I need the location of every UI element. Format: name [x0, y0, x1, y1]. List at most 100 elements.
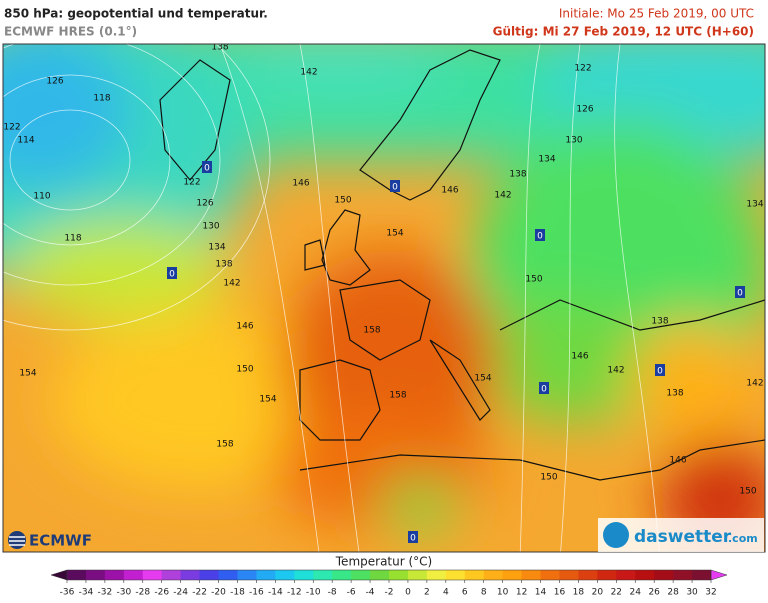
contour-label: 142 — [607, 366, 624, 376]
map: 138 142 122 126 118 126 122 114 130 134 138 122 146 1… — [3, 43, 765, 552]
colorbar-bin — [673, 570, 693, 580]
colorbar-bin — [654, 570, 674, 580]
pressure-marker: 0 — [392, 183, 398, 193]
colorbar-tick-label: -18 — [230, 588, 245, 598]
colorbar-tick-label: 8 — [481, 588, 487, 598]
ecmwf-logo: ECMWF — [8, 531, 92, 550]
colorbar-bin — [123, 570, 144, 580]
pressure-marker-box — [167, 267, 177, 279]
colorbar-tick-label: -36 — [60, 588, 75, 598]
pressure-marker-box — [535, 229, 545, 241]
colorbar-tick-label: -20 — [211, 588, 226, 598]
legend-title: Temperatur (°C) — [335, 555, 432, 569]
pressure-marker: 0 — [410, 534, 416, 544]
contour-label: 138 — [666, 389, 683, 399]
colorbar-bin — [559, 570, 579, 580]
colorbar-tick-label: -6 — [347, 588, 356, 598]
colorbar-tick-label: 6 — [462, 588, 468, 598]
colorbar-bin — [294, 570, 314, 580]
colorbar-tick-label: 14 — [535, 588, 547, 598]
colorbar: -36 -34 -32 -30 -28 -26 -24 -22 -20 -18 -16 -14 -12-… — [50, 569, 728, 598]
contour-label: 126 — [46, 77, 63, 87]
colorbar-tick-label: -2 — [385, 588, 394, 598]
colorbar-bin — [313, 570, 333, 580]
init-time: Initiale: Mo 25 Feb 2019, 00 UTC — [559, 7, 754, 21]
colorbar-bin — [351, 570, 371, 580]
colorbar-bin — [180, 570, 201, 580]
contour-label: 134 — [208, 243, 225, 253]
contour-label: 158 — [389, 391, 406, 401]
contour-label: 126 — [576, 105, 593, 115]
pressure-marker-box — [202, 161, 212, 173]
pressure-marker-box — [408, 531, 418, 543]
pressure-marker-box — [735, 286, 745, 298]
colorbar-bin — [483, 570, 504, 580]
colorbar-tick-label: 16 — [554, 588, 566, 598]
colorbar-bin — [616, 570, 636, 580]
colorbar-tick-label: -8 — [328, 588, 337, 598]
colorbar-tick-label: 32 — [705, 588, 716, 598]
colorbar-bin — [635, 570, 655, 580]
colorbar-bin — [464, 570, 485, 580]
colorbar-bin — [237, 570, 257, 580]
contour-label: 158 — [363, 326, 380, 336]
contour-label: 142 — [223, 279, 240, 289]
colorbar-tick-label: 22 — [611, 588, 622, 598]
title: 850 hPa: geopotential und temperatur. — [4, 7, 268, 21]
pressure-marker: 0 — [204, 164, 210, 174]
colorbar-tick-label: -16 — [249, 588, 264, 598]
contour-label: 130 — [565, 136, 582, 146]
colorbar-bin — [370, 570, 390, 580]
colorbar-bin — [275, 570, 295, 580]
pressure-marker: 0 — [169, 270, 175, 280]
contour-label: 150 — [525, 275, 542, 285]
pressure-marker-box — [390, 180, 400, 192]
contour-label: 154 — [19, 369, 36, 379]
valid-time: Gültig: Mi 27 Feb 2019, 12 UTC (H+60) — [493, 25, 754, 39]
colorbar-tick-label: 28 — [667, 588, 679, 598]
contour-label: 138 — [215, 260, 232, 270]
contour-label: 138 — [509, 170, 526, 180]
pressure-marker: 0 — [541, 385, 547, 395]
colorbar-tick-label: -22 — [192, 588, 207, 598]
colorbar-tick-label: -10 — [306, 588, 321, 598]
pressure-marker: 0 — [737, 289, 743, 299]
contour-label: 146 — [292, 179, 309, 189]
pressure-marker-box — [539, 382, 549, 394]
contour-label: 146 — [236, 322, 253, 332]
contour-label: 138 — [651, 317, 668, 327]
contour-label: 134 — [538, 155, 555, 165]
colorbar-bin — [67, 570, 87, 580]
pressure-marker: 0 — [657, 367, 663, 377]
contour-label: 138 — [211, 43, 228, 53]
colorbar-bin — [521, 570, 542, 580]
contour-label: 134 — [746, 200, 763, 210]
contour-label: 150 — [739, 487, 756, 497]
colorbar-tick-label: -24 — [173, 588, 188, 598]
contour-label: 130 — [202, 222, 219, 232]
colorbar-bin — [85, 570, 106, 580]
contour-label: 122 — [183, 178, 200, 188]
contour-label: 122 — [3, 123, 20, 133]
daswetter-logo: daswetter .com — [598, 518, 764, 552]
contour-label: 110 — [33, 192, 50, 202]
colorbar-tick-label: -12 — [287, 588, 302, 598]
colorbar-bin — [502, 570, 523, 580]
pressure-marker-box — [655, 364, 665, 376]
colorbar-bin — [218, 570, 238, 580]
contour-label: 154 — [259, 395, 276, 405]
contour-label: 154 — [474, 374, 491, 384]
colorbar-tick-label: -34 — [79, 588, 94, 598]
colorbar-bin — [597, 570, 617, 580]
colorbar-low-end — [50, 569, 68, 581]
contour-label: 146 — [571, 352, 588, 362]
colorbar-bin — [256, 570, 276, 580]
daswetter-suffix: .com — [728, 532, 758, 545]
coastlines — [159, 49, 765, 481]
colorbar-bin — [426, 570, 447, 580]
colorbar-bin — [540, 570, 560, 580]
colorbar-bin — [199, 570, 220, 580]
colorbar-tick-label: 10 — [497, 588, 509, 598]
map-frame — [2, 43, 766, 553]
